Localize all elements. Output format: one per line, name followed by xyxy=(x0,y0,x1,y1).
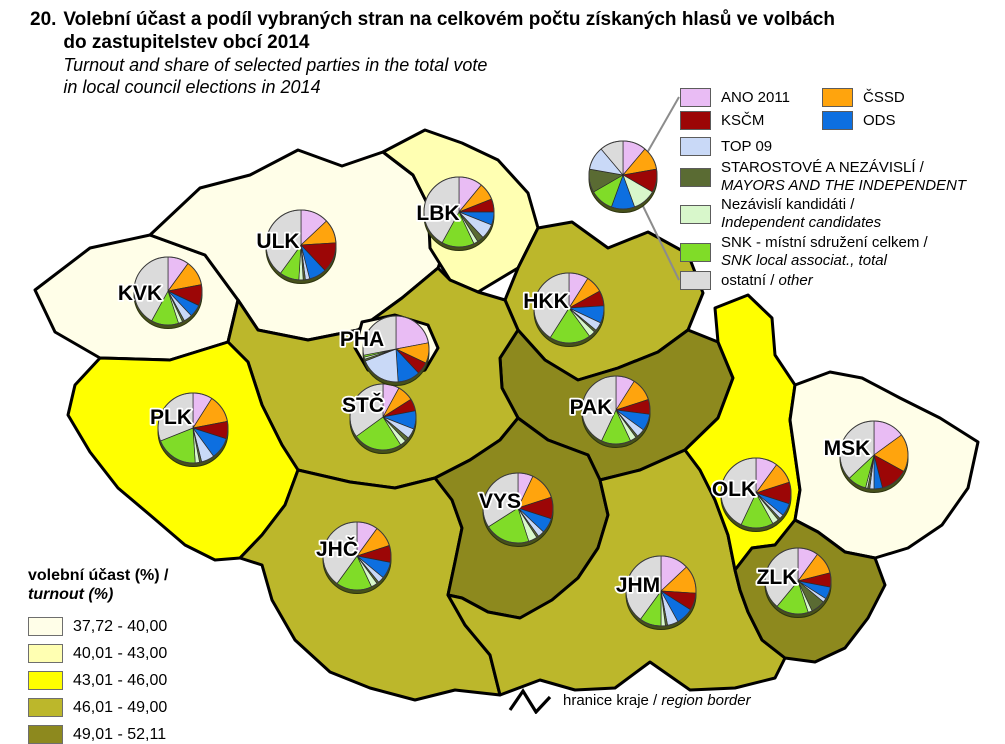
turnout-title-cs: volební účast (%) / xyxy=(28,567,169,584)
turnout-class-row: 37,72 - 40,00 xyxy=(28,617,168,636)
legend-item-ano: ANO 2011 xyxy=(680,88,790,107)
region-label-HKK: HKK xyxy=(523,290,569,313)
top09-color-swatch xyxy=(680,137,711,156)
turnout-class-row: 46,01 - 49,00 xyxy=(28,698,168,717)
snk-label-en: SNK local associat., total xyxy=(721,252,887,269)
cssd-color-swatch xyxy=(822,88,853,107)
turnout-class-3-swatch xyxy=(28,671,63,690)
stan-color-swatch xyxy=(680,167,711,187)
figure-title: 20. Volební účast a podíl vybraných stra… xyxy=(30,8,835,98)
region-label-ULK: ULK xyxy=(256,230,299,253)
region-label-LBK: LBK xyxy=(416,202,459,225)
pie-STČ-outline xyxy=(349,383,417,451)
legend-item-other: ostatní / other xyxy=(680,271,813,290)
legend-item-top09: TOP 09 xyxy=(680,137,772,156)
turnout-class-5-swatch xyxy=(28,725,63,744)
region-label-PHA: PHA xyxy=(340,328,384,351)
legend-connector-line-1 xyxy=(646,96,680,154)
nezavisli-label: Nezávislí kandidáti / Independent candida… xyxy=(721,196,881,232)
kscm-label: KSČM xyxy=(721,111,765,129)
region-label-PLK: PLK xyxy=(150,406,192,429)
title-cs-line2: do zastupitelstev obcí 2014 xyxy=(63,32,310,53)
other-color-swatch xyxy=(680,271,711,290)
region-border-zigzag-icon xyxy=(508,688,552,714)
ods-label: ODS xyxy=(863,111,896,129)
legend-sample-pie-outline xyxy=(588,140,658,210)
ods-color-swatch xyxy=(822,111,853,130)
snk-label: SNK - místní sdružení celkem / SNK local … xyxy=(721,234,928,270)
other-label-cs: ostatní / xyxy=(721,271,775,289)
legend-item-cssd: ČSSD xyxy=(822,88,905,107)
snk-color-swatch xyxy=(680,242,711,262)
turnout-class-3-range: 43,01 - 46,00 xyxy=(73,671,168,689)
snk-label-cs: SNK - místní sdružení celkem / xyxy=(721,234,928,251)
pie-PAK-outline xyxy=(581,375,651,445)
stan-label-en: MAYORS AND THE INDEPENDENT xyxy=(721,177,967,194)
title-cs-line1: Volební účast a podíl vybraných stran na… xyxy=(63,9,835,30)
legend-item-snk: SNK - místní sdružení celkem / SNK local … xyxy=(680,234,928,270)
title-en-line2: in local council elections in 2014 xyxy=(63,77,321,97)
ano-color-swatch xyxy=(680,88,711,107)
stan-label-cs: STAROSTOVÉ A NEZÁVISLÍ / xyxy=(721,159,924,176)
legend-item-ods: ODS xyxy=(822,111,896,130)
region-label-PAK: PAK xyxy=(570,396,613,419)
legend-connector-line-2 xyxy=(640,201,680,281)
other-label: ostatní / other xyxy=(721,272,813,290)
nezavisli-label-en: Independent candidates xyxy=(721,214,882,231)
region-label-JHM: JHM xyxy=(616,574,660,597)
pie-KVK-outline xyxy=(133,256,203,326)
cssd-label: ČSSD xyxy=(863,88,905,106)
turnout-class-1-swatch xyxy=(28,617,63,636)
top09-label: TOP 09 xyxy=(721,137,773,155)
legend-item-kscm: KSČM xyxy=(680,111,764,130)
other-label-en: other xyxy=(778,271,813,289)
region-label-OLK: OLK xyxy=(712,478,756,501)
region-label-KVK: KVK xyxy=(118,282,162,305)
pie-PLK-outline xyxy=(157,392,229,464)
pie-OLK-outline xyxy=(720,457,792,529)
border-legend-label: hranice kraje / region border xyxy=(563,692,751,709)
pie-VYS-outline xyxy=(482,472,554,544)
region-label-JHČ: JHČ xyxy=(316,537,358,561)
region-label-VYS: VYS xyxy=(479,490,521,513)
border-legend: hranice kraje / region border xyxy=(506,686,751,714)
turnout-class-1-range: 37,72 - 40,00 xyxy=(73,617,168,635)
legend-item-nezavisli: Nezávislí kandidáti / Independent candida… xyxy=(680,196,881,232)
turnout-class-4-swatch xyxy=(28,698,63,717)
pie-PHA-outline xyxy=(362,315,430,383)
pie-LBK-outline xyxy=(423,176,495,248)
pie-JHM-outline xyxy=(625,555,697,627)
legend-item-stan: STAROSTOVÉ A NEZÁVISLÍ / MAYORS AND THE I… xyxy=(680,159,966,195)
turnout-class-5-range: 49,01 - 52,11 xyxy=(73,725,167,743)
turnout-class-2-range: 40,01 - 43,00 xyxy=(73,644,168,662)
region-label-ZLK: ZLK xyxy=(757,566,798,589)
nezavisli-label-cs: Nezávislí kandidáti / xyxy=(721,196,855,213)
turnout-class-row: 40,01 - 43,00 xyxy=(28,644,168,663)
pie-HKK-outline xyxy=(533,272,605,344)
ano-label: ANO 2011 xyxy=(721,88,790,106)
turnout-class-row: 43,01 - 46,00 xyxy=(28,671,168,690)
turnout-class-row: 49,01 - 52,11 xyxy=(28,725,168,744)
turnout-title-en: turnout (%) xyxy=(28,586,114,603)
turnout-legend-title: volební účast (%) / turnout (%) xyxy=(28,566,168,604)
turnout-legend: volební účast (%) / turnout (%) 37,72 - … xyxy=(28,566,168,744)
pie-ZLK-outline xyxy=(764,547,832,615)
region-label-MSK: MSK xyxy=(824,437,871,460)
border-legend-en: region border xyxy=(661,691,751,709)
nezavisli-color-swatch xyxy=(680,204,711,224)
turnout-class-2-swatch xyxy=(28,644,63,663)
kscm-color-swatch xyxy=(680,111,711,130)
pie-MSK-outline xyxy=(839,420,909,490)
title-en-line1: Turnout and share of selected parties in… xyxy=(63,55,488,75)
pie-JHČ-outline xyxy=(322,521,392,591)
region-label-STČ: STČ xyxy=(342,393,384,417)
stan-label: STAROSTOVÉ A NEZÁVISLÍ / MAYORS AND THE I… xyxy=(721,159,966,195)
figure-number: 20. xyxy=(30,9,57,30)
turnout-class-4-range: 46,01 - 49,00 xyxy=(73,698,168,716)
pie-ULK-outline xyxy=(265,209,337,281)
border-legend-cs: hranice kraje / xyxy=(563,691,658,709)
